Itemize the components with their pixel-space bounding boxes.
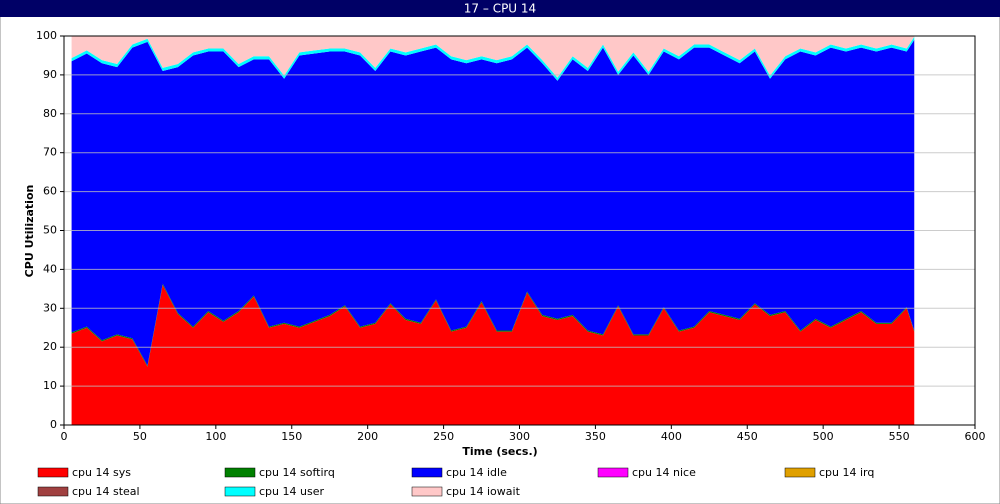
y-tick-label: 10 bbox=[43, 379, 57, 392]
legend-swatch bbox=[37, 467, 69, 478]
y-tick-label: 90 bbox=[43, 68, 57, 81]
area bbox=[71, 284, 915, 425]
y-tick-label: 20 bbox=[43, 340, 57, 353]
x-tick-label: 550 bbox=[889, 430, 910, 443]
y-tick-label: 100 bbox=[36, 29, 57, 42]
title-bar bbox=[0, 0, 1000, 17]
y-tick-label: 60 bbox=[43, 185, 57, 198]
area bbox=[71, 39, 915, 366]
chart-title: 17 – CPU 14 bbox=[464, 2, 536, 16]
x-tick-label: 400 bbox=[661, 430, 682, 443]
legend-swatch bbox=[411, 486, 443, 497]
x-tick-label: 450 bbox=[737, 430, 758, 443]
legend-label: cpu 14 sys bbox=[72, 466, 131, 479]
y-axis-label: CPU Utilization bbox=[23, 185, 36, 278]
x-tick-label: 500 bbox=[813, 430, 834, 443]
legend-swatch bbox=[597, 467, 629, 478]
y-tick-label: 0 bbox=[50, 418, 57, 431]
x-axis-label: Time (secs.) bbox=[462, 445, 537, 458]
y-tick-label: 80 bbox=[43, 107, 57, 120]
legend-label: cpu 14 softirq bbox=[259, 466, 335, 479]
area bbox=[71, 36, 915, 78]
x-tick-label: 0 bbox=[61, 430, 68, 443]
x-tick-label: 50 bbox=[133, 430, 147, 443]
y-tick-label: 70 bbox=[43, 146, 57, 159]
y-tick-label: 50 bbox=[43, 224, 57, 237]
legend-swatch bbox=[224, 486, 256, 497]
plot-border bbox=[63, 35, 976, 426]
legend-label: cpu 14 user bbox=[259, 485, 324, 498]
x-tick-label: 150 bbox=[281, 430, 302, 443]
x-tick-label: 200 bbox=[357, 430, 378, 443]
x-tick-label: 600 bbox=[965, 430, 986, 443]
y-tick-label: 30 bbox=[43, 301, 57, 314]
legend-label: cpu 14 nice bbox=[632, 466, 696, 479]
legend-label: cpu 14 steal bbox=[72, 485, 140, 498]
x-tick-label: 350 bbox=[585, 430, 606, 443]
legend-label: cpu 14 idle bbox=[446, 466, 507, 479]
legend-label: cpu 14 iowait bbox=[446, 485, 521, 498]
x-tick-label: 100 bbox=[205, 430, 226, 443]
legend-swatch bbox=[784, 467, 816, 478]
x-tick-label: 250 bbox=[433, 430, 454, 443]
legend-swatch bbox=[37, 486, 69, 497]
x-tick-label: 300 bbox=[509, 430, 530, 443]
legend-swatch bbox=[224, 467, 256, 478]
legend-label: cpu 14 irq bbox=[819, 466, 874, 479]
legend-swatch bbox=[411, 467, 443, 478]
y-tick-label: 40 bbox=[43, 262, 57, 275]
